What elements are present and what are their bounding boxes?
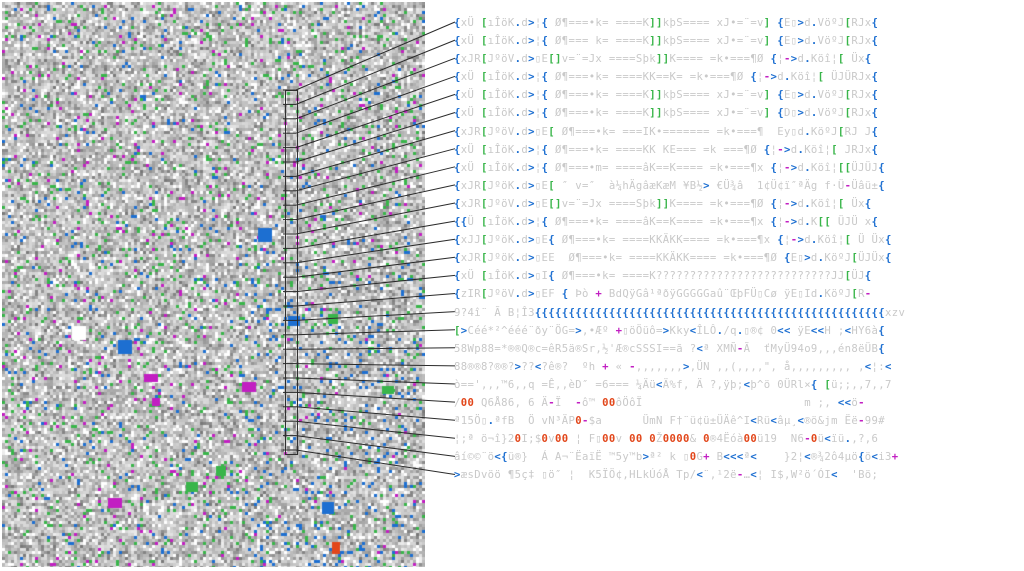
text-dump-line: {xÜ [ıÎöK.d>¦{ Ø¶===•k= ====KK KE=== =k … — [454, 143, 879, 156]
byte-noise-canvas — [2, 2, 425, 567]
binary-visualization — [2, 2, 425, 567]
text-dump-line: {xÜ [ıÎöK.d>¦{ Ø¶===•k= ====KK==K= =k•==… — [454, 71, 879, 84]
text-dump-line: {xÜ [ıÎöK.d>¦{ Ø¶===•k= ====K]]kþS==== x… — [454, 17, 879, 29]
text-dump-line: {xJR[JºöK.d>▯E[ ″ v=″ à¼hÄgâæKæM ¥B½> €Ü… — [454, 179, 885, 192]
text-dump-line: {xJR[JºöV.d>▯E[]v=¨=Jx ====Sþk]]K==== =k… — [454, 197, 872, 210]
text-dump-line: âí©©¨ö<{ü®} Á A¬¨ËaïË ™5y™b>ª² k ▯0G+ B<… — [454, 451, 899, 464]
text-dump-line: ò==',,,™6,,q =Ê,,èD″ =6=== ¼Äü<Ä%f, Ä ?,… — [454, 378, 892, 391]
text-dump-line: {xJJ[JºöK.d>▯E{ Ø¶===•k= ====KKÄKK==== =… — [454, 234, 892, 247]
zoom-selection-window[interactable] — [285, 90, 298, 455]
text-dump-line: 9?4î¨ Ã B¦Î3{{{{{{{{{{{{{{{{{{{{{{{{{{{{… — [454, 306, 906, 319]
text-dump-line: >æsDvöö ¶5ç‡ ▯ö″ ¦ K5ÏÖ¢,HLkÚóÅ Tp/<¨,¹2… — [454, 469, 879, 482]
text-dump-line: {xÜ [ıÎöK.d>¦{ Ø¶===•k= ====K]]kþS==== x… — [454, 89, 879, 102]
text-dump-line: {xÜ [ıÎöK.d>¦{ Ø¶===•m= ====âK==K==== =k… — [454, 161, 885, 174]
text-dump-line: ª15Ö▯.ªfB Ö vN³ÄP0-$a ÜmN F†¨ü¢ü±ÜÄê^I<R… — [454, 415, 885, 428]
text-dump-line: {xÜ [ıÎöK.d>¦{ Ø¶=== k= ====K]]kþS==== x… — [454, 35, 879, 48]
text-dump-line: /00 Q6Å86, 6 Ä-Ï -ô™ 00ôÖôÏ m ;, <<ö- — [454, 396, 865, 409]
text-dump-line: 88®®8?®®?>??<?ê®? ºh + « -,,,,,,,>,ÜN ,,… — [454, 360, 892, 373]
text-dump-line: ¦;ª ö¬î}20I;$0v00 ¦ F▯00v 00 0Ž0000& 0®4… — [454, 433, 879, 446]
text-dump-line: {xJR[JºöK.d>▯EE Ø¶===•k= ====KKÄKK==== =… — [454, 252, 892, 265]
text-dump: {xÜ [ıÎöK.d>¦{ Ø¶===•k= ====K]]kþS==== x… — [454, 14, 1024, 559]
text-dump-line: {xJR[JºöV.d>▯E[ Ø¶===•k= ===IK•======= =… — [454, 125, 879, 138]
text-dump-line: [>Céé*²^ééé¨ðy¨ÖG=>,•Æº +▯öÖüô=>Kky<ÎLÔ.… — [454, 324, 885, 337]
text-dump-line: {zIR[JºöV.d>▯EF { Þò + BdQÿGâ¹ªðÿGGGGGaû… — [454, 288, 872, 301]
text-dump-line: 58Wp88=*®®Q®c=êR5ä®Sr,½'Æ®cSSSI==ã ?<ª X… — [454, 342, 885, 355]
text-dump-line: {xÜ [ıÎöK.d>¦{ Ø¶===•k= ====K]]kþS==== x… — [454, 107, 879, 120]
text-dump-line: {xJR[JºöV.d>▯E[]v=¨=Jx ====Sþk]]K==== =k… — [454, 53, 872, 66]
text-dump-line: {{Ü [ıÎöK.d>¦{ Ø¶===•k= ====âK==K==== =k… — [454, 216, 879, 229]
text-dump-line: {xÜ [ıÎöK.d>▯I{ Ø¶===•k= ====K??????????… — [454, 270, 872, 283]
